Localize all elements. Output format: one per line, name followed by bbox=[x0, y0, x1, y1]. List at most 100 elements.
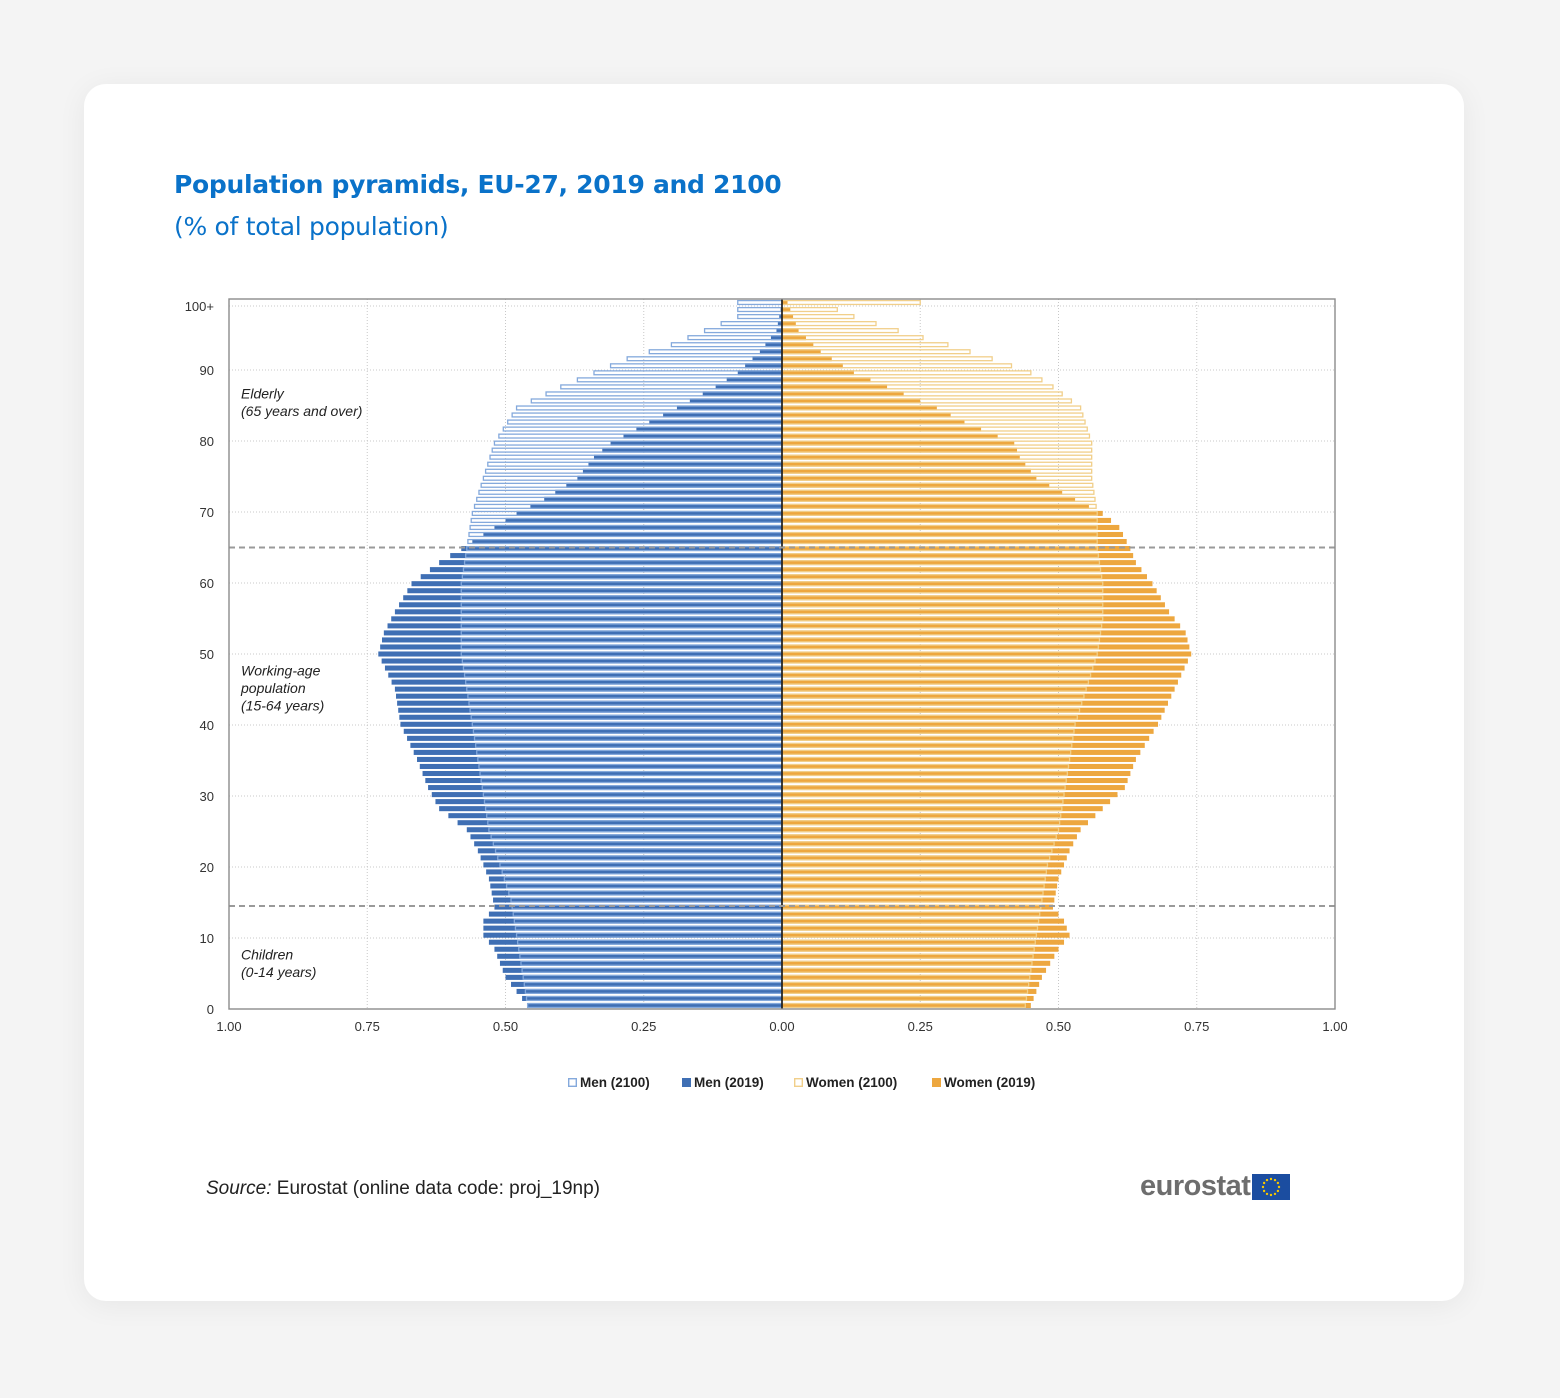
bar-women-2019-age-21 bbox=[782, 855, 1067, 861]
bar-women-2019-age-64 bbox=[782, 553, 1134, 559]
bar-women-2019-age-91 bbox=[782, 363, 843, 369]
bar-men-2019-age-96 bbox=[776, 328, 782, 334]
y-tick-label: 100+ bbox=[185, 299, 214, 314]
bar-women-2019-age-73 bbox=[782, 489, 1063, 495]
bar-women-2019-age-63 bbox=[782, 560, 1136, 566]
bar-women-2019-age-47 bbox=[782, 672, 1182, 678]
bar-women-2019-age-49 bbox=[782, 658, 1188, 664]
bar-women-2019-age-80 bbox=[782, 440, 1015, 446]
bar-women-2019-age-84 bbox=[782, 412, 951, 418]
x-tick-label: 0.00 bbox=[769, 1019, 794, 1034]
bar-women-2019-age-11 bbox=[782, 925, 1067, 931]
bar-men-2019-age-49 bbox=[381, 658, 782, 664]
bar-women-2019-age-61 bbox=[782, 574, 1147, 580]
bar-women-2019-age-51 bbox=[782, 644, 1190, 650]
bar-women-2019-age-58 bbox=[782, 595, 1161, 601]
bar-women-2019-age-92 bbox=[782, 356, 832, 362]
bar-men-2019-age-44 bbox=[396, 693, 782, 699]
bar-men-2019-age-35 bbox=[417, 756, 782, 762]
bar-women-2019-age-19 bbox=[782, 869, 1062, 875]
bar-men-2019-age-53 bbox=[383, 630, 782, 636]
bar-men-2019-age-0 bbox=[527, 1002, 782, 1009]
bar-women-2019-age-65 bbox=[782, 546, 1131, 552]
source-label: Source: bbox=[206, 1178, 272, 1199]
bar-men-2019-age-79 bbox=[602, 447, 782, 453]
bar-men-2019-age-90 bbox=[737, 370, 782, 376]
bar-men-2019-age-29 bbox=[435, 799, 782, 805]
bar-women-2019-age-40 bbox=[782, 721, 1159, 727]
bar-men-2019-age-37 bbox=[410, 742, 782, 748]
bar-men-2019-age-93 bbox=[759, 349, 782, 355]
bar-men-2019-age-31 bbox=[428, 785, 782, 791]
bar-men-2019-age-65 bbox=[461, 546, 782, 552]
bar-women-2019-age-5 bbox=[782, 967, 1047, 973]
bar-men-2019-age-61 bbox=[420, 574, 782, 580]
age-group-annotation: (15-64 years) bbox=[241, 697, 324, 713]
bar-women-2019-age-62 bbox=[782, 567, 1142, 573]
bar-men-2019-age-45 bbox=[394, 686, 782, 692]
bar-men-2019-age-33 bbox=[422, 770, 782, 777]
bar-men-2019-age-42 bbox=[398, 707, 782, 713]
bar-men-2019-age-71 bbox=[530, 503, 782, 509]
bar-men-2019-age-10 bbox=[483, 932, 782, 938]
bar-women-2019-age-42 bbox=[782, 707, 1165, 713]
legend-swatch bbox=[682, 1078, 691, 1087]
bar-women-2019-age-68 bbox=[782, 524, 1120, 530]
bar-women-2019-age-18 bbox=[782, 876, 1059, 882]
bar-men-2019-age-97 bbox=[777, 321, 782, 327]
bar-men-2019-age-14 bbox=[494, 904, 782, 910]
x-tick-label: 1.00 bbox=[1322, 1019, 1347, 1034]
bar-women-2019-age-45 bbox=[782, 686, 1175, 692]
bar-men-2019-age-80 bbox=[610, 440, 782, 446]
bar-men-2019-age-46 bbox=[391, 679, 782, 685]
bar-women-2019-age-59 bbox=[782, 588, 1157, 594]
bar-women-2019-age-83 bbox=[782, 419, 965, 425]
bar-women-2019-age-75 bbox=[782, 475, 1037, 481]
bar-women-2019-age-0 bbox=[782, 1002, 1031, 1009]
age-group-annotation: population bbox=[240, 680, 306, 696]
bar-women-2019-age-77 bbox=[782, 461, 1026, 467]
y-tick-label: 50 bbox=[200, 647, 214, 662]
bar-women-2019-age-86 bbox=[782, 398, 921, 404]
bar-men-2019-age-87 bbox=[702, 391, 782, 397]
age-group-annotation: (0-14 years) bbox=[241, 964, 316, 980]
bar-women-2019-age-95 bbox=[782, 335, 806, 341]
bar-men-2019-age-89 bbox=[726, 377, 782, 383]
bar-women-2019-age-23 bbox=[782, 841, 1074, 847]
bar-women-2019-age-53 bbox=[782, 630, 1186, 636]
bar-women-2019-age-79 bbox=[782, 447, 1018, 453]
bar-women-2019-age-34 bbox=[782, 763, 1134, 770]
bar-men-2019-age-58 bbox=[403, 595, 782, 601]
y-tick-label: 70 bbox=[200, 505, 214, 520]
bar-women-2019-age-76 bbox=[782, 468, 1031, 474]
bar-women-2019-age-35 bbox=[782, 756, 1136, 762]
bar-men-2019-age-78 bbox=[593, 454, 782, 460]
bar-women-2019-age-22 bbox=[782, 848, 1070, 854]
bar-men-2019-age-69 bbox=[505, 517, 782, 523]
bar-women-2019-age-26 bbox=[782, 820, 1088, 826]
bar-men-2019-age-95 bbox=[770, 335, 782, 341]
bar-women-2019-age-37 bbox=[782, 742, 1145, 748]
bar-women-2019-age-81 bbox=[782, 433, 998, 439]
bar-men-2019-age-51 bbox=[380, 644, 782, 650]
bar-women-2019-age-27 bbox=[782, 813, 1096, 819]
bar-men-2019-age-81 bbox=[623, 433, 782, 439]
bar-men-2019-age-9 bbox=[488, 939, 782, 945]
bar-men-2019-age-98 bbox=[779, 314, 782, 320]
legend-label: Women (2100) bbox=[806, 1075, 897, 1090]
bar-men-2019-age-83 bbox=[649, 419, 782, 425]
legend-label: Women (2019) bbox=[944, 1075, 1035, 1090]
bar-men-2019-age-15 bbox=[493, 897, 782, 903]
bar-women-2019-age-44 bbox=[782, 693, 1172, 699]
bar-women-2019-age-57 bbox=[782, 602, 1165, 608]
bar-women-2019-age-90 bbox=[782, 370, 854, 376]
bar-women-2019-age-43 bbox=[782, 700, 1168, 706]
bar-women-2019-age-93 bbox=[782, 349, 821, 355]
bar-women-2019-age-7 bbox=[782, 953, 1055, 959]
bar-men-2019-age-4 bbox=[505, 974, 782, 980]
bar-men-2019-age-13 bbox=[488, 911, 782, 917]
bar-women-2019-age-99 bbox=[782, 307, 791, 313]
age-group-annotation: Working-age bbox=[241, 662, 321, 678]
series-men-2019 bbox=[378, 307, 782, 1009]
